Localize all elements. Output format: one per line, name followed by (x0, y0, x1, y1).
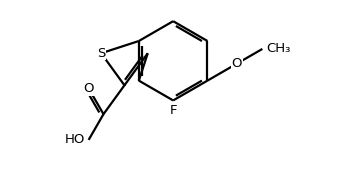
Text: O: O (231, 57, 242, 70)
Text: S: S (97, 47, 105, 60)
Text: F: F (170, 104, 177, 117)
Text: O: O (84, 82, 94, 95)
Text: CH₃: CH₃ (266, 42, 291, 55)
Text: HO: HO (64, 133, 85, 146)
